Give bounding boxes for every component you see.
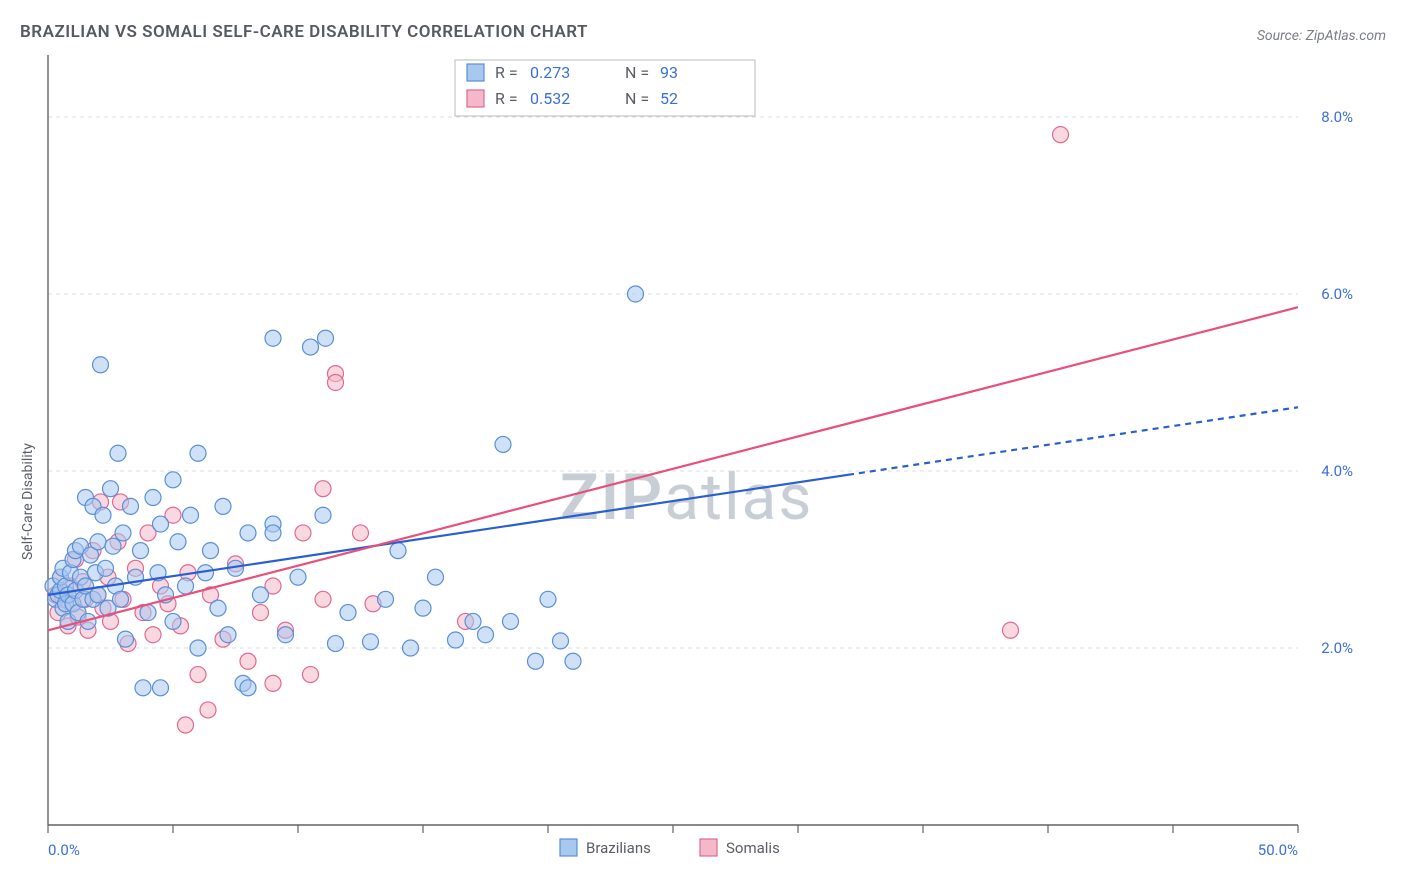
svg-text:Somalis: Somalis — [726, 839, 780, 857]
svg-text:93: 93 — [660, 63, 678, 82]
svg-text:50.0%: 50.0% — [1258, 841, 1298, 859]
svg-text:2.0%: 2.0% — [1321, 639, 1353, 657]
scatter-plot: 0.0% 50.0% 2.0% 4.0% 6.0% 8.0% R = 0.273 N = 93 R … — [0, 0, 1406, 892]
svg-text:R =: R = — [495, 63, 518, 82]
svg-text:8.0%: 8.0% — [1321, 108, 1353, 126]
svg-text:52: 52 — [660, 89, 678, 108]
svg-text:6.0%: 6.0% — [1321, 285, 1353, 303]
svg-text:N =: N = — [625, 63, 649, 82]
svg-text:0.532: 0.532 — [530, 89, 570, 108]
svg-text:N =: N = — [625, 89, 649, 108]
svg-text:Brazilians: Brazilians — [586, 839, 651, 857]
svg-text:4.0%: 4.0% — [1321, 462, 1353, 480]
svg-text:R =: R = — [495, 89, 518, 108]
svg-text:0.0%: 0.0% — [48, 841, 80, 859]
svg-text:0.273: 0.273 — [530, 63, 570, 82]
